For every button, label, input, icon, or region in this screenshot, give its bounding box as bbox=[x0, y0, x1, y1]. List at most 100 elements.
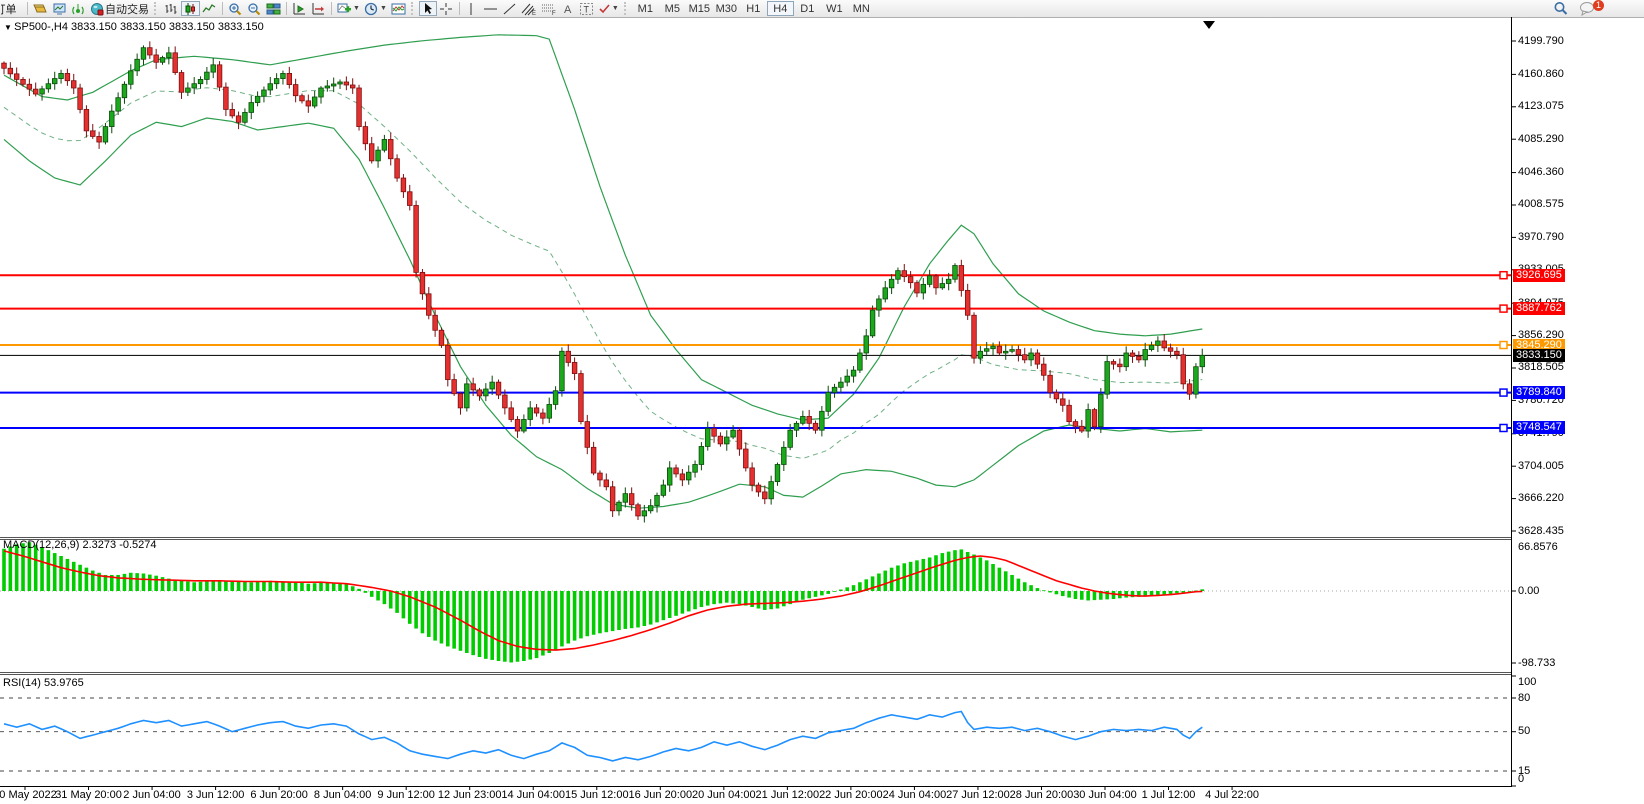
horizontal-line-icon bbox=[483, 8, 497, 9]
price-axis-tick: 4085.290 bbox=[1518, 132, 1564, 145]
auto-scroll-button[interactable] bbox=[290, 1, 309, 16]
time-axis-label: 1 Jul 12:00 bbox=[1141, 789, 1196, 801]
hline-price-badge: 3887.762 bbox=[1513, 302, 1565, 316]
rsi-panel-label: RSI(14) 53.9765 bbox=[3, 677, 84, 689]
arrows-dropdown-arrow[interactable]: ▼ bbox=[611, 5, 619, 12]
fibonacci-button[interactable]: F bbox=[539, 1, 559, 16]
trendline-button[interactable] bbox=[500, 1, 519, 16]
symbol-dropdown-arrow[interactable]: ▼ bbox=[4, 23, 15, 32]
timeframe-button-mn[interactable]: MN bbox=[852, 2, 870, 15]
text-button[interactable]: A bbox=[559, 1, 577, 16]
bar-chart-button[interactable] bbox=[162, 1, 181, 16]
chart-shift-button[interactable] bbox=[309, 1, 328, 16]
periods-dropdown-arrow[interactable]: ▼ bbox=[379, 5, 387, 12]
toolbar-separator bbox=[27, 2, 28, 15]
cursor-button[interactable] bbox=[418, 1, 437, 16]
current-price-badge: 3833.150 bbox=[1513, 348, 1565, 362]
periods-button[interactable]: ▼ bbox=[362, 1, 389, 16]
price-axis-tick: 4199.790 bbox=[1518, 34, 1564, 47]
price-axis-tick: 3970.790 bbox=[1518, 230, 1564, 243]
time-axis-label: 16 Jun 20:00 bbox=[628, 789, 693, 801]
toolbar: 订单 自动交易 bbox=[0, 0, 1644, 18]
price-axis-tick: 3666.220 bbox=[1518, 492, 1564, 505]
time-axis-label: 20 Jun 04:00 bbox=[692, 789, 756, 801]
toolbar-group-handle bbox=[410, 2, 416, 15]
market-watch-button[interactable] bbox=[50, 1, 69, 16]
rsi-value: 53.9765 bbox=[43, 677, 84, 689]
autotrading-label: 自动交易 bbox=[105, 3, 149, 16]
arrows-button[interactable]: ▼ bbox=[596, 1, 621, 16]
search-button[interactable] bbox=[1551, 1, 1571, 16]
horizontal-line-button[interactable] bbox=[481, 1, 500, 16]
zoom-out-icon bbox=[248, 2, 261, 15]
chart-shift-icon bbox=[312, 2, 324, 14]
svg-text:A: A bbox=[564, 4, 572, 16]
price-axis-tick: 4123.075 bbox=[1518, 100, 1564, 113]
symbol-period-label: SP500-,H4 bbox=[14, 21, 68, 33]
autotrading-button[interactable]: 自动交易 bbox=[88, 1, 151, 16]
equidistant-channel-icon: E bbox=[521, 3, 536, 16]
chart-shift-marker[interactable] bbox=[1203, 21, 1215, 29]
trendline-icon bbox=[503, 3, 516, 14]
chat-button[interactable]: 1 bbox=[1577, 0, 1604, 16]
timeframe-button-h4[interactable]: H4 bbox=[766, 1, 794, 16]
zoom-out-button[interactable] bbox=[245, 1, 264, 16]
templates-button[interactable] bbox=[389, 1, 408, 16]
rsi-name: RSI(14) bbox=[3, 677, 41, 689]
indicators-button[interactable]: ▼ bbox=[335, 1, 362, 16]
zoom-in-icon bbox=[229, 2, 242, 15]
signals-button[interactable] bbox=[69, 1, 88, 16]
time-axis-label: 12 Jun 23:00 bbox=[437, 789, 502, 801]
time-axis-label: 14 Jun 04:00 bbox=[501, 789, 566, 801]
time-axis-label: 15 Jun 12:00 bbox=[564, 789, 629, 801]
price-axis-tick: 4046.360 bbox=[1518, 166, 1564, 179]
arrows-icon bbox=[599, 3, 610, 13]
new-order-button[interactable] bbox=[31, 1, 50, 16]
time-axis-label: 24 Jun 04:00 bbox=[882, 789, 947, 801]
tile-windows-button[interactable] bbox=[264, 1, 283, 16]
timeframe-toolbar: M1 M5 M15 M30 H1 H4 D1 W1 MN bbox=[632, 1, 875, 16]
cursor-icon bbox=[425, 2, 433, 14]
ohlc-close: 3833.150 bbox=[217, 21, 264, 33]
timeframe-button-d1[interactable]: D1 bbox=[800, 2, 815, 15]
time-axis-label: 2 Jun 04:00 bbox=[123, 789, 181, 801]
crosshair-button[interactable] bbox=[437, 1, 456, 16]
price-axis-tick: 4160.860 bbox=[1518, 67, 1564, 80]
toolbar-separator bbox=[331, 2, 332, 15]
equidistant-channel-button[interactable]: E bbox=[519, 1, 539, 16]
timeframe-button-m5[interactable]: M5 bbox=[664, 2, 680, 15]
time-axis-label: 9 Jun 12:00 bbox=[377, 789, 435, 801]
chat-notification-badge: 1 bbox=[1593, 0, 1604, 11]
svg-text:F: F bbox=[552, 11, 556, 16]
toolbar-group-handle bbox=[154, 2, 159, 15]
timeframe-button-m1[interactable]: M1 bbox=[637, 2, 653, 15]
auto-scroll-icon bbox=[293, 2, 305, 14]
time-axis-label: 21 Jun 12:00 bbox=[755, 789, 820, 801]
rsi-axis-tick: 50 bbox=[1518, 725, 1531, 738]
macd-signal-value: -0.5274 bbox=[119, 539, 157, 551]
vertical-line-icon bbox=[470, 2, 472, 15]
order-button-partial[interactable]: 订单 bbox=[0, 1, 24, 16]
candlestick-chart-button[interactable] bbox=[181, 1, 200, 16]
time-axis-label: 31 May 20:00 bbox=[55, 789, 122, 801]
time-axis-label: 6 Jun 20:00 bbox=[250, 789, 308, 801]
time-axis-label: 30 Jun 04:00 bbox=[1073, 789, 1137, 801]
order-button-label: 订单 bbox=[1, 3, 17, 16]
zoom-in-button[interactable] bbox=[226, 1, 245, 16]
hline-price-badge: 3926.695 bbox=[1513, 268, 1565, 282]
line-chart-button[interactable] bbox=[200, 1, 219, 16]
ohlc-low: 3833.150 bbox=[168, 21, 215, 33]
rsi-axis-tick: 15 bbox=[1518, 764, 1531, 777]
timeframe-button-m15[interactable]: M15 bbox=[688, 2, 711, 15]
text-label-button[interactable]: T bbox=[577, 1, 596, 16]
macd-main-value: 2.3273 bbox=[82, 539, 117, 551]
timeframe-button-w1[interactable]: W1 bbox=[826, 2, 843, 15]
toolbar-separator bbox=[458, 2, 460, 15]
timeframe-button-h1[interactable]: H1 bbox=[746, 2, 761, 15]
line-chart-icon bbox=[202, 3, 216, 12]
new-order-icon bbox=[33, 4, 47, 12]
vertical-line-button[interactable] bbox=[463, 1, 481, 16]
indicators-dropdown-arrow[interactable]: ▼ bbox=[353, 5, 360, 12]
timeframe-button-m30[interactable]: M30 bbox=[715, 2, 738, 15]
